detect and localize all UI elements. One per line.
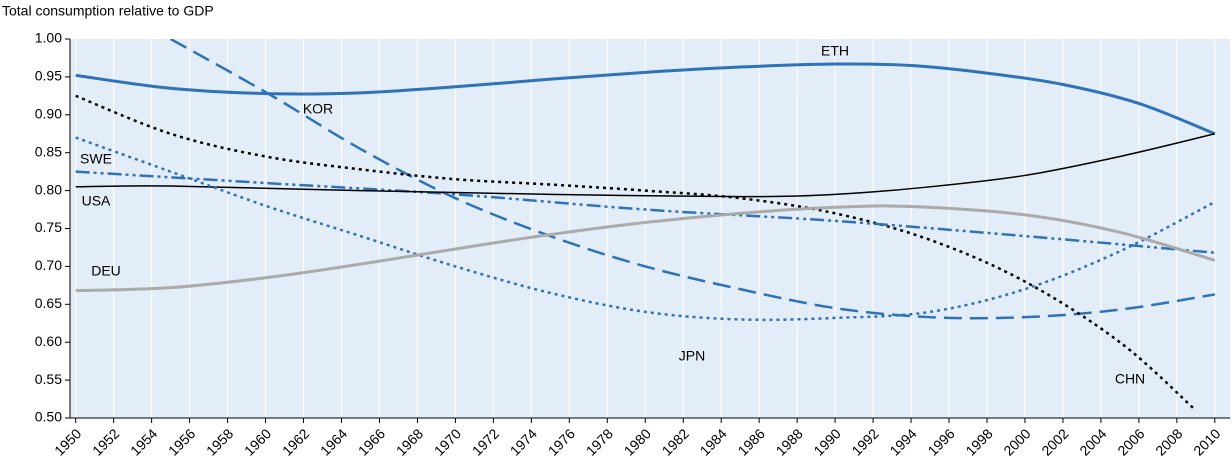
- x-tick-label: 1988: [773, 425, 806, 458]
- x-tick-label: 1992: [848, 425, 881, 458]
- series-label: CHN: [1115, 371, 1145, 387]
- line: [75, 136, 1216, 322]
- series-label: KOR: [303, 101, 333, 117]
- line: [170, 39, 1216, 320]
- x-tick-label: 1952: [89, 425, 122, 458]
- line: [75, 170, 1215, 255]
- x-tick-label: 1976: [545, 425, 578, 458]
- x-tick-label: 1974: [507, 425, 540, 458]
- y-tick-label: 0.70: [35, 257, 62, 273]
- y-tick-label: 0.95: [35, 68, 62, 84]
- line: [75, 204, 1216, 293]
- plot: [75, 39, 1216, 412]
- y-tick-label: 0.60: [35, 333, 62, 349]
- y-tick-label: 0.65: [35, 295, 62, 311]
- x-tick-label: 1970: [431, 425, 464, 458]
- series-label: USA: [82, 193, 111, 209]
- x-tick-label: 2000: [1000, 425, 1033, 458]
- x-tick-label: 1996: [924, 425, 957, 458]
- x-tick-label: 1966: [355, 425, 388, 458]
- x-tick-label: 1972: [469, 425, 502, 458]
- y-tick-label: 0.50: [35, 409, 62, 425]
- x-tick-label: 2006: [1114, 425, 1147, 458]
- x-tick-label: 1950: [51, 425, 84, 458]
- x-tick-label: 1964: [317, 425, 350, 458]
- x-tick-label: 1960: [241, 425, 274, 458]
- line: [75, 94, 1197, 412]
- x-tick-label: 2010: [1190, 425, 1223, 458]
- x-tick-label: 1986: [735, 425, 768, 458]
- y-tick-label: 1.00: [35, 30, 62, 46]
- x-tick-label: 2002: [1038, 425, 1071, 458]
- y-axis-title: Total consumption relative to GDP: [2, 3, 214, 19]
- x-tick-label: 1958: [203, 425, 236, 458]
- x-tick-label: 1954: [127, 425, 160, 458]
- x-tick-label: 1994: [886, 425, 919, 458]
- x-tick-label: 2004: [1076, 425, 1109, 458]
- x-tick-label: 1968: [393, 425, 426, 458]
- x-tick-label: 1962: [279, 425, 312, 458]
- y-tick-label: 0.85: [35, 143, 62, 159]
- x-tick-label: 1978: [583, 425, 616, 458]
- x-tick-label: 1984: [697, 425, 730, 458]
- x-tick-label: 1990: [811, 425, 844, 458]
- x-tick-label: 2008: [1152, 425, 1185, 458]
- y-tick-label: 0.75: [35, 219, 62, 235]
- plot-area: [70, 39, 1230, 418]
- x-tick-label: 1980: [621, 425, 654, 458]
- series-label: DEU: [91, 263, 121, 279]
- y-tick-label: 0.80: [35, 181, 62, 197]
- x-tick-label: 1956: [165, 425, 198, 458]
- line: [75, 133, 1215, 198]
- series-label: JPN: [679, 348, 705, 364]
- x-tick-label: 1982: [659, 425, 692, 458]
- x-tick-label: 1998: [962, 425, 995, 458]
- y-tick-label: 0.90: [35, 106, 62, 122]
- series-label: SWE: [80, 151, 112, 167]
- y-tick-label: 0.55: [35, 371, 62, 387]
- series-label: ETH: [821, 43, 849, 59]
